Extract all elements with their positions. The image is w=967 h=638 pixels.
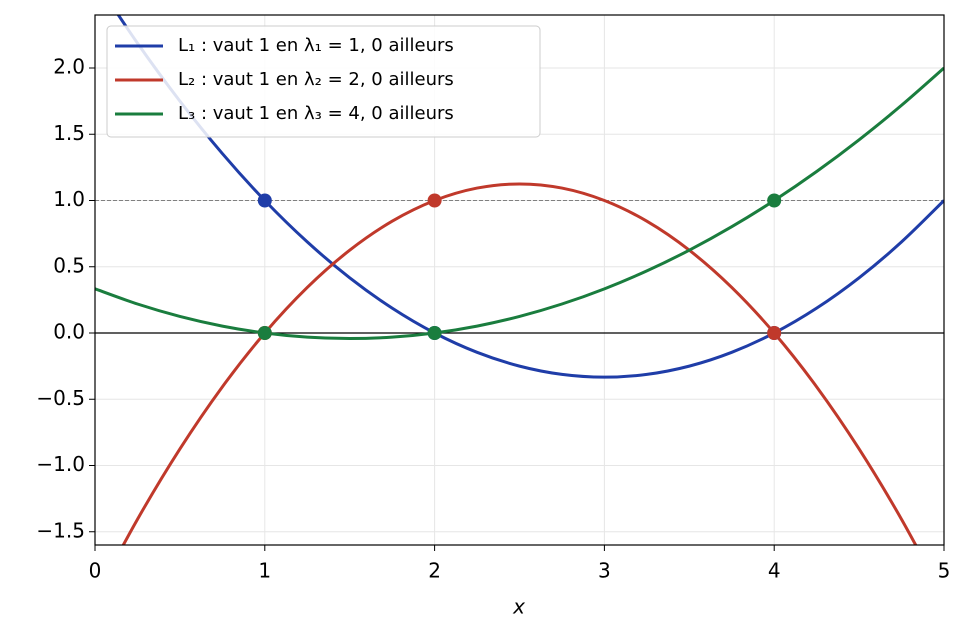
node-marker: [767, 326, 782, 340]
y-tick-label: 1.5: [53, 121, 85, 145]
x-tick-label: 2: [428, 559, 441, 583]
axes-frame: [94, 14, 945, 546]
y-tick-label: 2.0: [53, 55, 85, 79]
y-tick-label: 0.0: [53, 320, 85, 344]
legend-box: [106, 25, 541, 138]
node-marker: [257, 326, 272, 340]
x-tick-label: 0: [89, 559, 102, 583]
y-tick-label: 1.0: [53, 187, 85, 211]
series-line: [116, 15, 944, 379]
node-marker: [257, 193, 272, 208]
y-tick-label: −1.5: [36, 518, 85, 542]
series-line: [121, 182, 918, 545]
series-line: [95, 66, 944, 341]
x-tick-label: 5: [938, 559, 951, 583]
axes: 0 1 2 3 4 5 −1.5 −1.0 −0.5 0.0 0.5 1.0 1.5 2.0: [36, 55, 950, 583]
legend-label: L₁ : vaut 1 en λ₁ = 1, 0 ailleurs: [178, 35, 454, 56]
x-tick-label: 1: [258, 559, 271, 583]
y-tick-label: −1.0: [36, 452, 85, 476]
x-axis-label: x: [512, 595, 525, 619]
x-tick-label: 3: [598, 559, 611, 583]
x-tick-label: 4: [768, 559, 781, 583]
legend-label: L₃ : vaut 1 en λ₃ = 4, 0 ailleurs: [178, 103, 454, 124]
plot-area: [95, 15, 944, 545]
y-tick-label: −0.5: [36, 386, 85, 410]
legend-label: L₂ : vaut 1 en λ₂ = 2, 0 ailleurs: [178, 69, 454, 90]
legend: L₁ : vaut 1 en λ₁ = 1, 0 ailleurs L₂ : va…: [106, 25, 541, 138]
node-marker: [427, 193, 442, 208]
y-tick-label: 0.5: [53, 253, 85, 277]
node-marker: [427, 326, 442, 340]
node-marker: [767, 193, 782, 208]
